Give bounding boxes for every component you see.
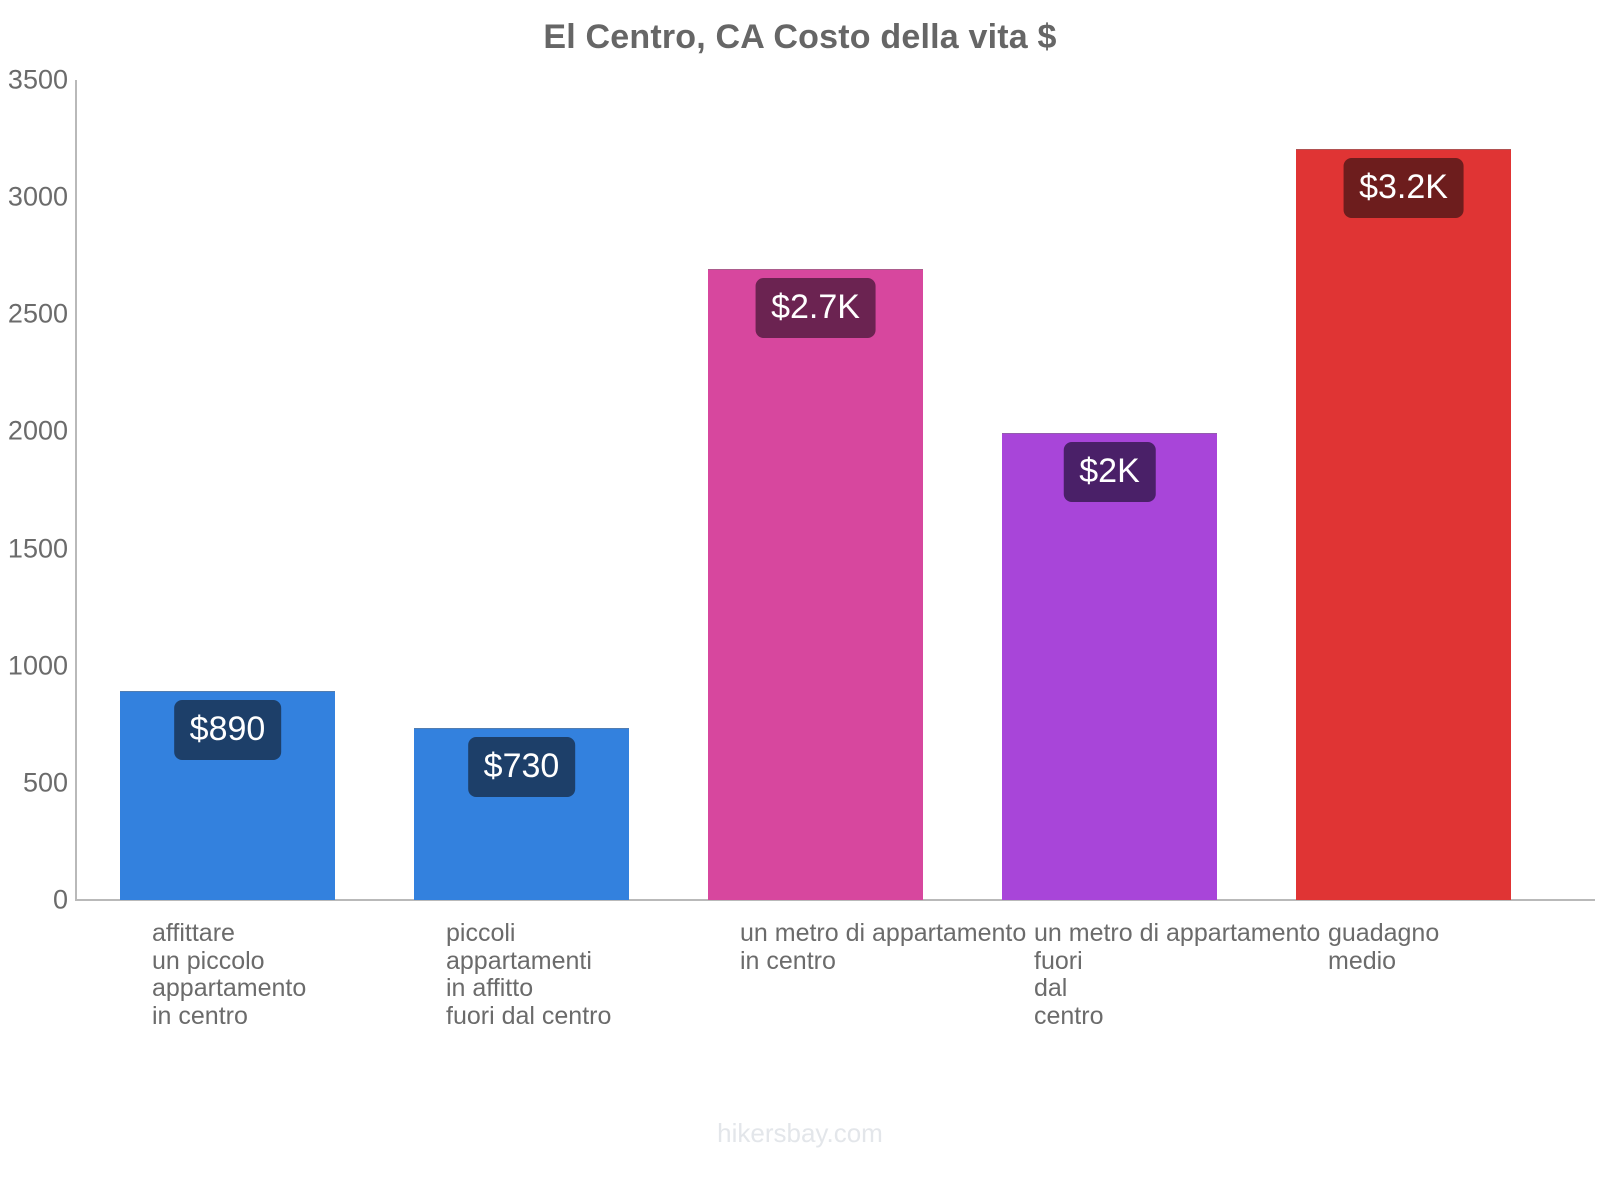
x-category-label-line: guadagno	[1328, 919, 1440, 947]
x-category-label-line: in centro	[740, 946, 836, 975]
x-category-label-line: dal	[1034, 974, 1068, 1002]
y-tick-label: 3000	[7, 181, 68, 212]
y-tick-label: 2500	[7, 298, 68, 329]
x-category-label-line: un piccolo	[152, 946, 265, 975]
bar-value-label: $3.2K	[1343, 158, 1464, 219]
x-category-label-line: medio	[1328, 946, 1397, 975]
y-tick-label: 500	[22, 767, 68, 798]
x-category-label-line: piccoli	[446, 919, 516, 947]
x-category-label: piccoli appartamenti in affitto fuori dal c…	[446, 919, 612, 1030]
y-tick-label: 0	[52, 884, 68, 915]
y-tick-label: 3500	[7, 64, 68, 95]
footer-watermark: hikersbay.com	[717, 1118, 883, 1148]
bar-value-label: $2K	[1063, 441, 1156, 502]
x-category-label-line: appartamenti	[446, 946, 592, 975]
y-tick-label: 1000	[7, 650, 68, 681]
x-category-label: guadagno medio	[1328, 919, 1440, 975]
x-category-label-line: fuori dal centro	[446, 1001, 612, 1030]
y-axis-line	[75, 80, 77, 900]
bar-group[interactable]: $730	[414, 80, 629, 900]
bar-group[interactable]: $2K	[1002, 80, 1217, 900]
bar-value-label: $890	[173, 699, 282, 760]
x-category-label: un metro di appartamento in centro	[740, 919, 1027, 975]
bar-value-label: $730	[467, 736, 576, 797]
chart-title: El Centro, CA Costo della vita $	[543, 18, 1057, 56]
x-category-label-line: un metro di appartamento	[1034, 919, 1321, 947]
x-axis-line	[75, 899, 1595, 901]
x-category-label-line: centro	[1034, 1001, 1104, 1030]
bar[interactable]	[708, 268, 923, 900]
x-category-label-line: affittare	[152, 919, 235, 947]
x-category-label: affittare un piccolo appartamento in centro	[152, 919, 307, 1030]
bar-group[interactable]: $3.2K	[1296, 80, 1511, 900]
bars-layer: $890 $730 $2.7K $2K $3.2K	[0, 80, 1600, 900]
bar[interactable]	[1296, 149, 1511, 900]
plot-area: 0 500 1000 1500 2000 2500 3000 3500 $890 $730 $2.…	[0, 64, 1600, 1030]
y-tick-label: 1500	[7, 533, 68, 564]
x-category-label-line: in centro	[152, 1001, 248, 1030]
x-category-label-line: appartamento	[152, 974, 307, 1002]
y-tick-label: 2000	[7, 415, 68, 446]
bar-group[interactable]: $2.7K	[708, 80, 923, 900]
bar-value-label: $2.7K	[755, 277, 876, 338]
x-category-label: un metro di appartamento fuori dal centro	[1034, 919, 1321, 1030]
x-category-label-line: un metro di appartamento	[740, 919, 1027, 947]
x-category-label-line: fuori	[1034, 946, 1083, 975]
x-category-label-line: in affitto	[446, 974, 534, 1002]
bar[interactable]	[1002, 432, 1217, 900]
bar-group[interactable]: $890	[120, 80, 335, 900]
